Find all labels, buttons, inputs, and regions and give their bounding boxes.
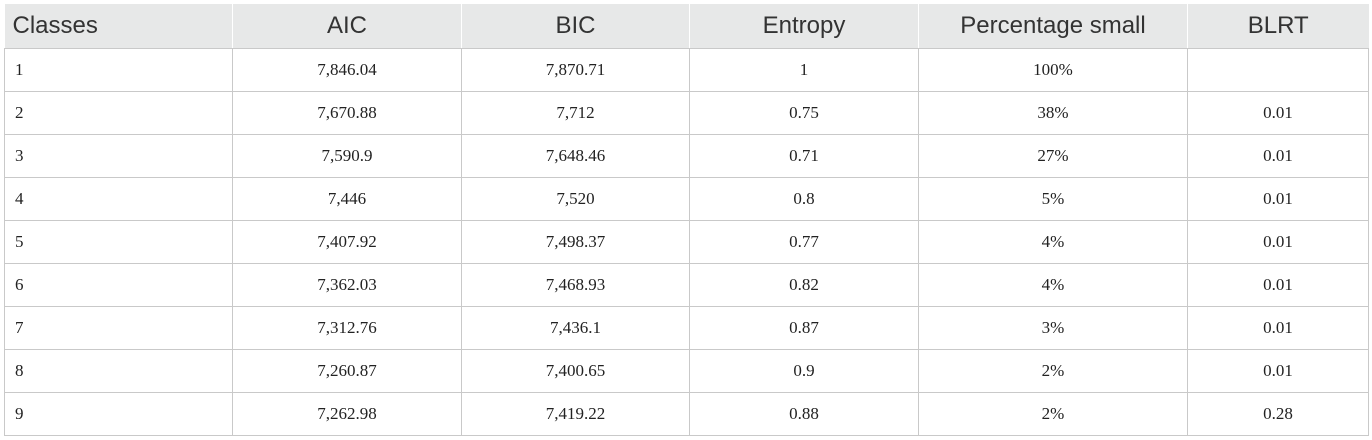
- header-classes: Classes: [4, 4, 233, 49]
- cell-bic: 7,520: [461, 177, 690, 221]
- cell-percentage-small: 2%: [918, 392, 1188, 436]
- cell-blrt: 0.28: [1187, 392, 1369, 436]
- header-entropy: Entropy: [689, 4, 919, 49]
- table-row: 9 7,262.98 7,419.22 0.88 2% 0.28: [4, 392, 1369, 436]
- cell-bic: 7,419.22: [461, 392, 690, 436]
- cell-aic: 7,312.76: [232, 306, 462, 350]
- header-percentage-small: Percentage small: [918, 4, 1188, 49]
- cell-percentage-small: 2%: [918, 349, 1188, 393]
- cell-percentage-small: 3%: [918, 306, 1188, 350]
- cell-bic: 7,712: [461, 91, 690, 135]
- table-row: 2 7,670.88 7,712 0.75 38% 0.01: [4, 91, 1369, 135]
- cell-bic: 7,870.71: [461, 48, 690, 92]
- table-row: 7 7,312.76 7,436.1 0.87 3% 0.01: [4, 306, 1369, 350]
- table-row: 8 7,260.87 7,400.65 0.9 2% 0.01: [4, 349, 1369, 393]
- table-header: Classes AIC BIC Entropy Percentage small…: [4, 4, 1369, 49]
- cell-entropy: 1: [689, 48, 919, 92]
- model-fit-table: Classes AIC BIC Entropy Percentage small…: [4, 4, 1369, 436]
- header-aic: AIC: [232, 4, 462, 49]
- cell-blrt: 0.01: [1187, 306, 1369, 350]
- table-row: 4 7,446 7,520 0.8 5% 0.01: [4, 177, 1369, 221]
- cell-blrt: [1187, 48, 1369, 92]
- cell-bic: 7,400.65: [461, 349, 690, 393]
- cell-aic: 7,262.98: [232, 392, 462, 436]
- table-row: 6 7,362.03 7,468.93 0.82 4% 0.01: [4, 263, 1369, 307]
- cell-aic: 7,590.9: [232, 134, 462, 178]
- cell-classes: 3: [4, 134, 233, 178]
- cell-entropy: 0.88: [689, 392, 919, 436]
- header-bic: BIC: [461, 4, 690, 49]
- cell-percentage-small: 38%: [918, 91, 1188, 135]
- cell-entropy: 0.87: [689, 306, 919, 350]
- cell-blrt: 0.01: [1187, 91, 1369, 135]
- cell-bic: 7,498.37: [461, 220, 690, 264]
- cell-blrt: 0.01: [1187, 349, 1369, 393]
- cell-classes: 5: [4, 220, 233, 264]
- cell-classes: 8: [4, 349, 233, 393]
- cell-classes: 2: [4, 91, 233, 135]
- cell-aic: 7,446: [232, 177, 462, 221]
- cell-entropy: 0.82: [689, 263, 919, 307]
- model-fit-table-container: Classes AIC BIC Entropy Percentage small…: [4, 4, 1369, 436]
- cell-classes: 9: [4, 392, 233, 436]
- cell-classes: 4: [4, 177, 233, 221]
- cell-percentage-small: 4%: [918, 263, 1188, 307]
- table-row: 3 7,590.9 7,648.46 0.71 27% 0.01: [4, 134, 1369, 178]
- header-row: Classes AIC BIC Entropy Percentage small…: [4, 4, 1369, 49]
- cell-entropy: 0.71: [689, 134, 919, 178]
- cell-aic: 7,846.04: [232, 48, 462, 92]
- cell-percentage-small: 27%: [918, 134, 1188, 178]
- cell-classes: 6: [4, 263, 233, 307]
- cell-bic: 7,648.46: [461, 134, 690, 178]
- cell-percentage-small: 4%: [918, 220, 1188, 264]
- cell-blrt: 0.01: [1187, 220, 1369, 264]
- cell-classes: 1: [4, 48, 233, 92]
- cell-aic: 7,362.03: [232, 263, 462, 307]
- cell-entropy: 0.8: [689, 177, 919, 221]
- cell-bic: 7,468.93: [461, 263, 690, 307]
- table-row: 1 7,846.04 7,870.71 1 100%: [4, 48, 1369, 92]
- cell-blrt: 0.01: [1187, 134, 1369, 178]
- cell-aic: 7,407.92: [232, 220, 462, 264]
- cell-percentage-small: 100%: [918, 48, 1188, 92]
- cell-aic: 7,260.87: [232, 349, 462, 393]
- cell-entropy: 0.9: [689, 349, 919, 393]
- cell-blrt: 0.01: [1187, 177, 1369, 221]
- table-body: 1 7,846.04 7,870.71 1 100% 2 7,670.88 7,712 0.75…: [4, 48, 1369, 436]
- cell-bic: 7,436.1: [461, 306, 690, 350]
- header-blrt: BLRT: [1187, 4, 1369, 49]
- cell-blrt: 0.01: [1187, 263, 1369, 307]
- cell-percentage-small: 5%: [918, 177, 1188, 221]
- cell-entropy: 0.77: [689, 220, 919, 264]
- table-row: 5 7,407.92 7,498.37 0.77 4% 0.01: [4, 220, 1369, 264]
- cell-aic: 7,670.88: [232, 91, 462, 135]
- cell-entropy: 0.75: [689, 91, 919, 135]
- cell-classes: 7: [4, 306, 233, 350]
